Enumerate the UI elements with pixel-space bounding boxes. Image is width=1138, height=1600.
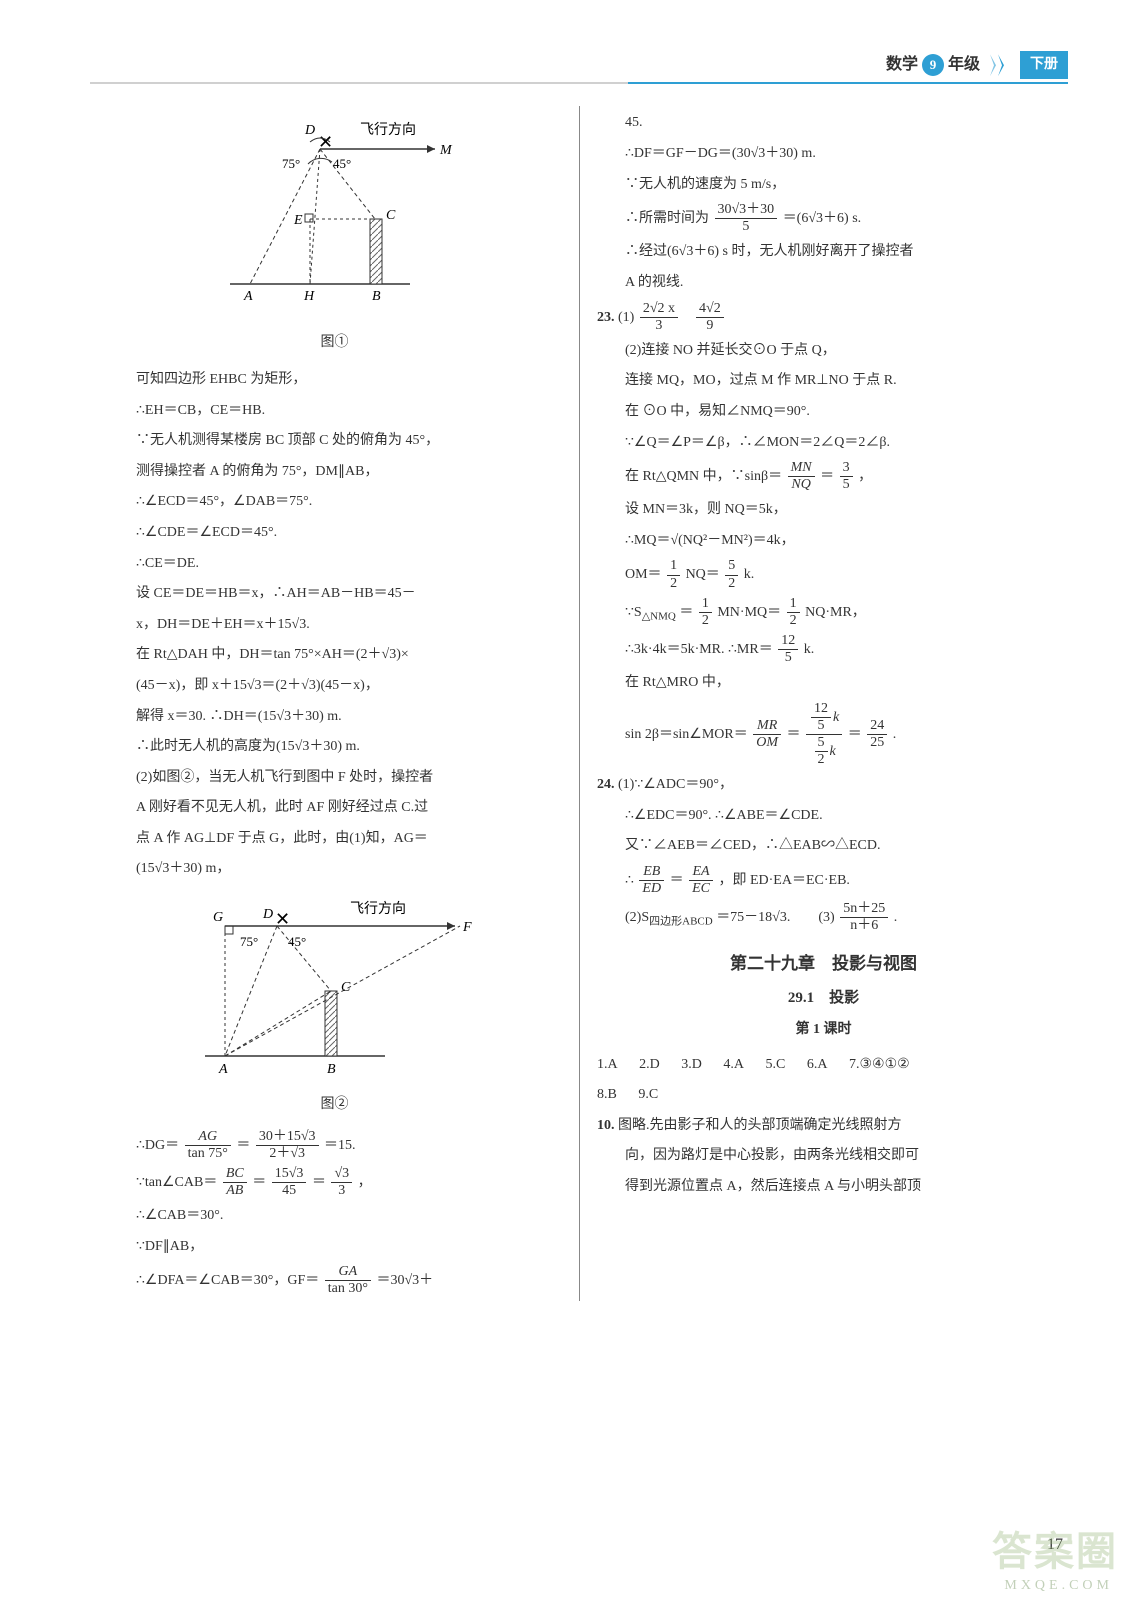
eq-line: ∴DG＝ AGtan 75° ＝ 30＋15√32＋√3 ＝15.	[108, 1129, 561, 1162]
line: A 刚好看不见无人机，此时 AF 刚好经过点 C.过	[108, 795, 561, 822]
fig1-E: E	[293, 213, 303, 228]
line: ∵无人机的速度为 5 m/s，	[597, 172, 1050, 199]
grade-suffix: 年级	[948, 50, 980, 80]
line: ∴DF＝GF－DG＝(30√3＋30) m.	[597, 141, 1050, 168]
line: 得到光源位置点 A，然后连接点 A 与小明头部顶	[597, 1174, 1050, 1201]
column-divider	[579, 106, 580, 1301]
line: 45.	[597, 110, 1050, 137]
fig1-ang75: 75°	[282, 156, 300, 171]
line: (2)连接 NO 并延长交⊙O 于点 Q，	[597, 338, 1050, 365]
fig1-C: C	[386, 208, 396, 223]
line: 点 A 作 AG⊥DF 于点 G，此时，由(1)知，AG＝	[108, 826, 561, 853]
drone-icon: ✕	[318, 132, 333, 152]
line: ∴CE＝DE.	[108, 551, 561, 578]
fig2-caption: 图②	[108, 1092, 561, 1119]
eq-line: (2)S四边形ABCD ＝75－18√3. (3) 5n＋25n＋6 .	[597, 901, 1050, 934]
eq-line: OM＝ 12 NQ＝ 52 k.	[597, 558, 1050, 591]
line: x，DH＝DE＋EH＝x＋15√3.	[108, 612, 561, 639]
line: ∴∠ECD＝45°，∠DAB＝75°.	[108, 489, 561, 516]
volume-tag: 下册	[1020, 51, 1068, 80]
section-heading: 29.1 投影	[597, 984, 1050, 1013]
line: 在 ⊙O 中，易知∠NMQ＝90°.	[597, 399, 1050, 426]
fig2-C: C	[341, 980, 351, 995]
line: ∴∠EDC＝90°. ∴∠ABE＝∠CDE.	[597, 803, 1050, 830]
fig1-B: B	[372, 289, 381, 304]
eq-line: ∴所需时间为 30√3＋305 ＝(6√3＋6) s.	[597, 202, 1050, 235]
line: (45－x)，即 x＋15√3＝(2＋√3)(45－x)，	[108, 673, 561, 700]
line: ∴此时无人机的高度为(15√3＋30) m.	[108, 734, 561, 761]
left-column: ✕ D M E C A H B 75° 45° 飞行方向 图① 可知四边形 EH…	[90, 106, 579, 1301]
right-column: 45. ∴DF＝GF－DG＝(30√3＋30) m. ∵无人机的速度为 5 m/…	[579, 106, 1068, 1301]
fig2-A: A	[218, 1062, 228, 1077]
lesson-heading: 第 1 课时	[597, 1017, 1050, 1044]
header-rule	[90, 82, 1068, 84]
line: 向，因为路灯是中心投影，由两条光线相交即可	[597, 1143, 1050, 1170]
eq-line: sin 2β＝sin∠MOR＝ MROM ＝ 125k 52k ＝ 2425 .	[597, 701, 1050, 768]
line: (15√3＋30) m，	[108, 856, 561, 883]
two-column-layout: ✕ D M E C A H B 75° 45° 飞行方向 图① 可知四边形 EH…	[90, 106, 1068, 1301]
fig1-caption: 图①	[108, 330, 561, 357]
fig1-D: D	[304, 123, 315, 138]
header-text: 数学 9 年级 下册	[886, 50, 1068, 80]
line: 设 CE＝DE＝HB＝x，∴AH＝AB－HB＝45－	[108, 581, 561, 608]
figure-1: ✕ D M E C A H B 75° 45° 飞行方向	[210, 114, 460, 324]
line: ∵∠Q＝∠P＝∠β，∴∠MON＝2∠Q＝2∠β.	[597, 430, 1050, 457]
line: (2)如图②，当无人机飞行到图中 F 处时，操控者	[108, 765, 561, 792]
line: ∴MQ＝√(NQ²－MN²)＝4k，	[597, 528, 1050, 555]
line: 在 Rt△DAH 中，DH＝tan 75°×AH＝(2＋√3)×	[108, 642, 561, 669]
grade-dot: 9	[922, 54, 944, 76]
line: 测得操控者 A 的俯角为 75°，DM∥AB，	[108, 459, 561, 486]
eq-line: ∴∠DFA＝∠CAB＝30°，GF＝ GAtan 30° ＝30√3＋	[108, 1264, 561, 1297]
answer-row-1: 1.A 2.D 3.D 4.A 5.C 6.A 7.③④①②	[597, 1052, 1050, 1079]
line: ∴∠CAB＝30°.	[108, 1203, 561, 1230]
fig2-ang75: 75°	[240, 934, 258, 949]
fig2-D: D	[262, 907, 273, 922]
page-number: 17	[1047, 1530, 1063, 1560]
fig1-ang45: 45°	[333, 156, 351, 171]
line: ∴经过(6√3＋6) s 时，无人机刚好离开了操控者	[597, 239, 1050, 266]
fig2-ang45: 45°	[288, 934, 306, 949]
line: 又∵∠AEB＝∠CED，∴△EAB∽△ECD.	[597, 833, 1050, 860]
eq-line: 在 Rt△QMN 中，∵sinβ＝ MNNQ ＝ 35 ，	[597, 460, 1050, 493]
line: 在 Rt△MRO 中，	[597, 670, 1050, 697]
eq-line: ∵S△NMQ ＝ 12 MN·MQ＝ 12 NQ·MR，	[597, 596, 1050, 629]
fig2-F: F	[462, 920, 472, 935]
eq-line: ∵tan∠CAB＝ BCAB ＝ 15√345 ＝ √33 ，	[108, 1166, 561, 1199]
fig1-arrow-label: 飞行方向	[360, 122, 416, 138]
chapter-heading: 第二十九章 投影与视图	[597, 948, 1050, 980]
fig2-G: G	[213, 910, 223, 925]
svg-text:✕: ✕	[275, 909, 290, 929]
line: 设 MN＝3k，则 NQ＝5k，	[597, 497, 1050, 524]
watermark-sub: MXQE.COM	[1004, 1573, 1113, 1600]
line: ∴∠CDE＝∠ECD＝45°.	[108, 520, 561, 547]
eq-line: ∴ EBED ＝ EAEC ，即 ED·EA＝EC·EB.	[597, 864, 1050, 897]
page-header: 数学 9 年级 下册	[90, 50, 1068, 84]
figure-2: ✕ G D F C A B 75° 45° 飞行方向	[185, 891, 485, 1086]
line: ∵无人机测得某楼房 BC 顶部 C 处的俯角为 45°，	[108, 428, 561, 455]
fig1-A: A	[243, 289, 253, 304]
answer-row-2: 8.B 9.C	[597, 1082, 1050, 1109]
line: 连接 MQ，MO，过点 M 作 MR⊥NO 于点 R.	[597, 368, 1050, 395]
eq-line: ∴3k·4k＝5k·MR. ∴MR＝ 125 k.	[597, 633, 1050, 666]
subject-label: 数学	[886, 50, 918, 80]
line: 可知四边形 EHBC 为矩形，	[108, 367, 561, 394]
line: ∵DF∥AB，	[108, 1234, 561, 1261]
q23: 23. (1) 2√2 x3 4√29	[597, 301, 1050, 334]
q10: 10. 图略.先由影子和人的头部顶端确定光线照射方	[597, 1113, 1050, 1140]
fig2-B: B	[327, 1062, 336, 1077]
line: A 的视线.	[597, 270, 1050, 297]
fig2-arrow-label: 飞行方向	[350, 901, 406, 917]
q24: 24. (1)∵∠ADC＝90°，	[597, 772, 1050, 799]
page: 数学 9 年级 下册	[0, 0, 1138, 1600]
fig1-H: H	[303, 289, 315, 304]
line: ∴EH＝CB，CE＝HB.	[108, 398, 561, 425]
fig1-M: M	[439, 143, 453, 158]
line: 解得 x＝30. ∴DH＝(15√3＋30) m.	[108, 704, 561, 731]
chevron-icon	[986, 54, 1012, 76]
